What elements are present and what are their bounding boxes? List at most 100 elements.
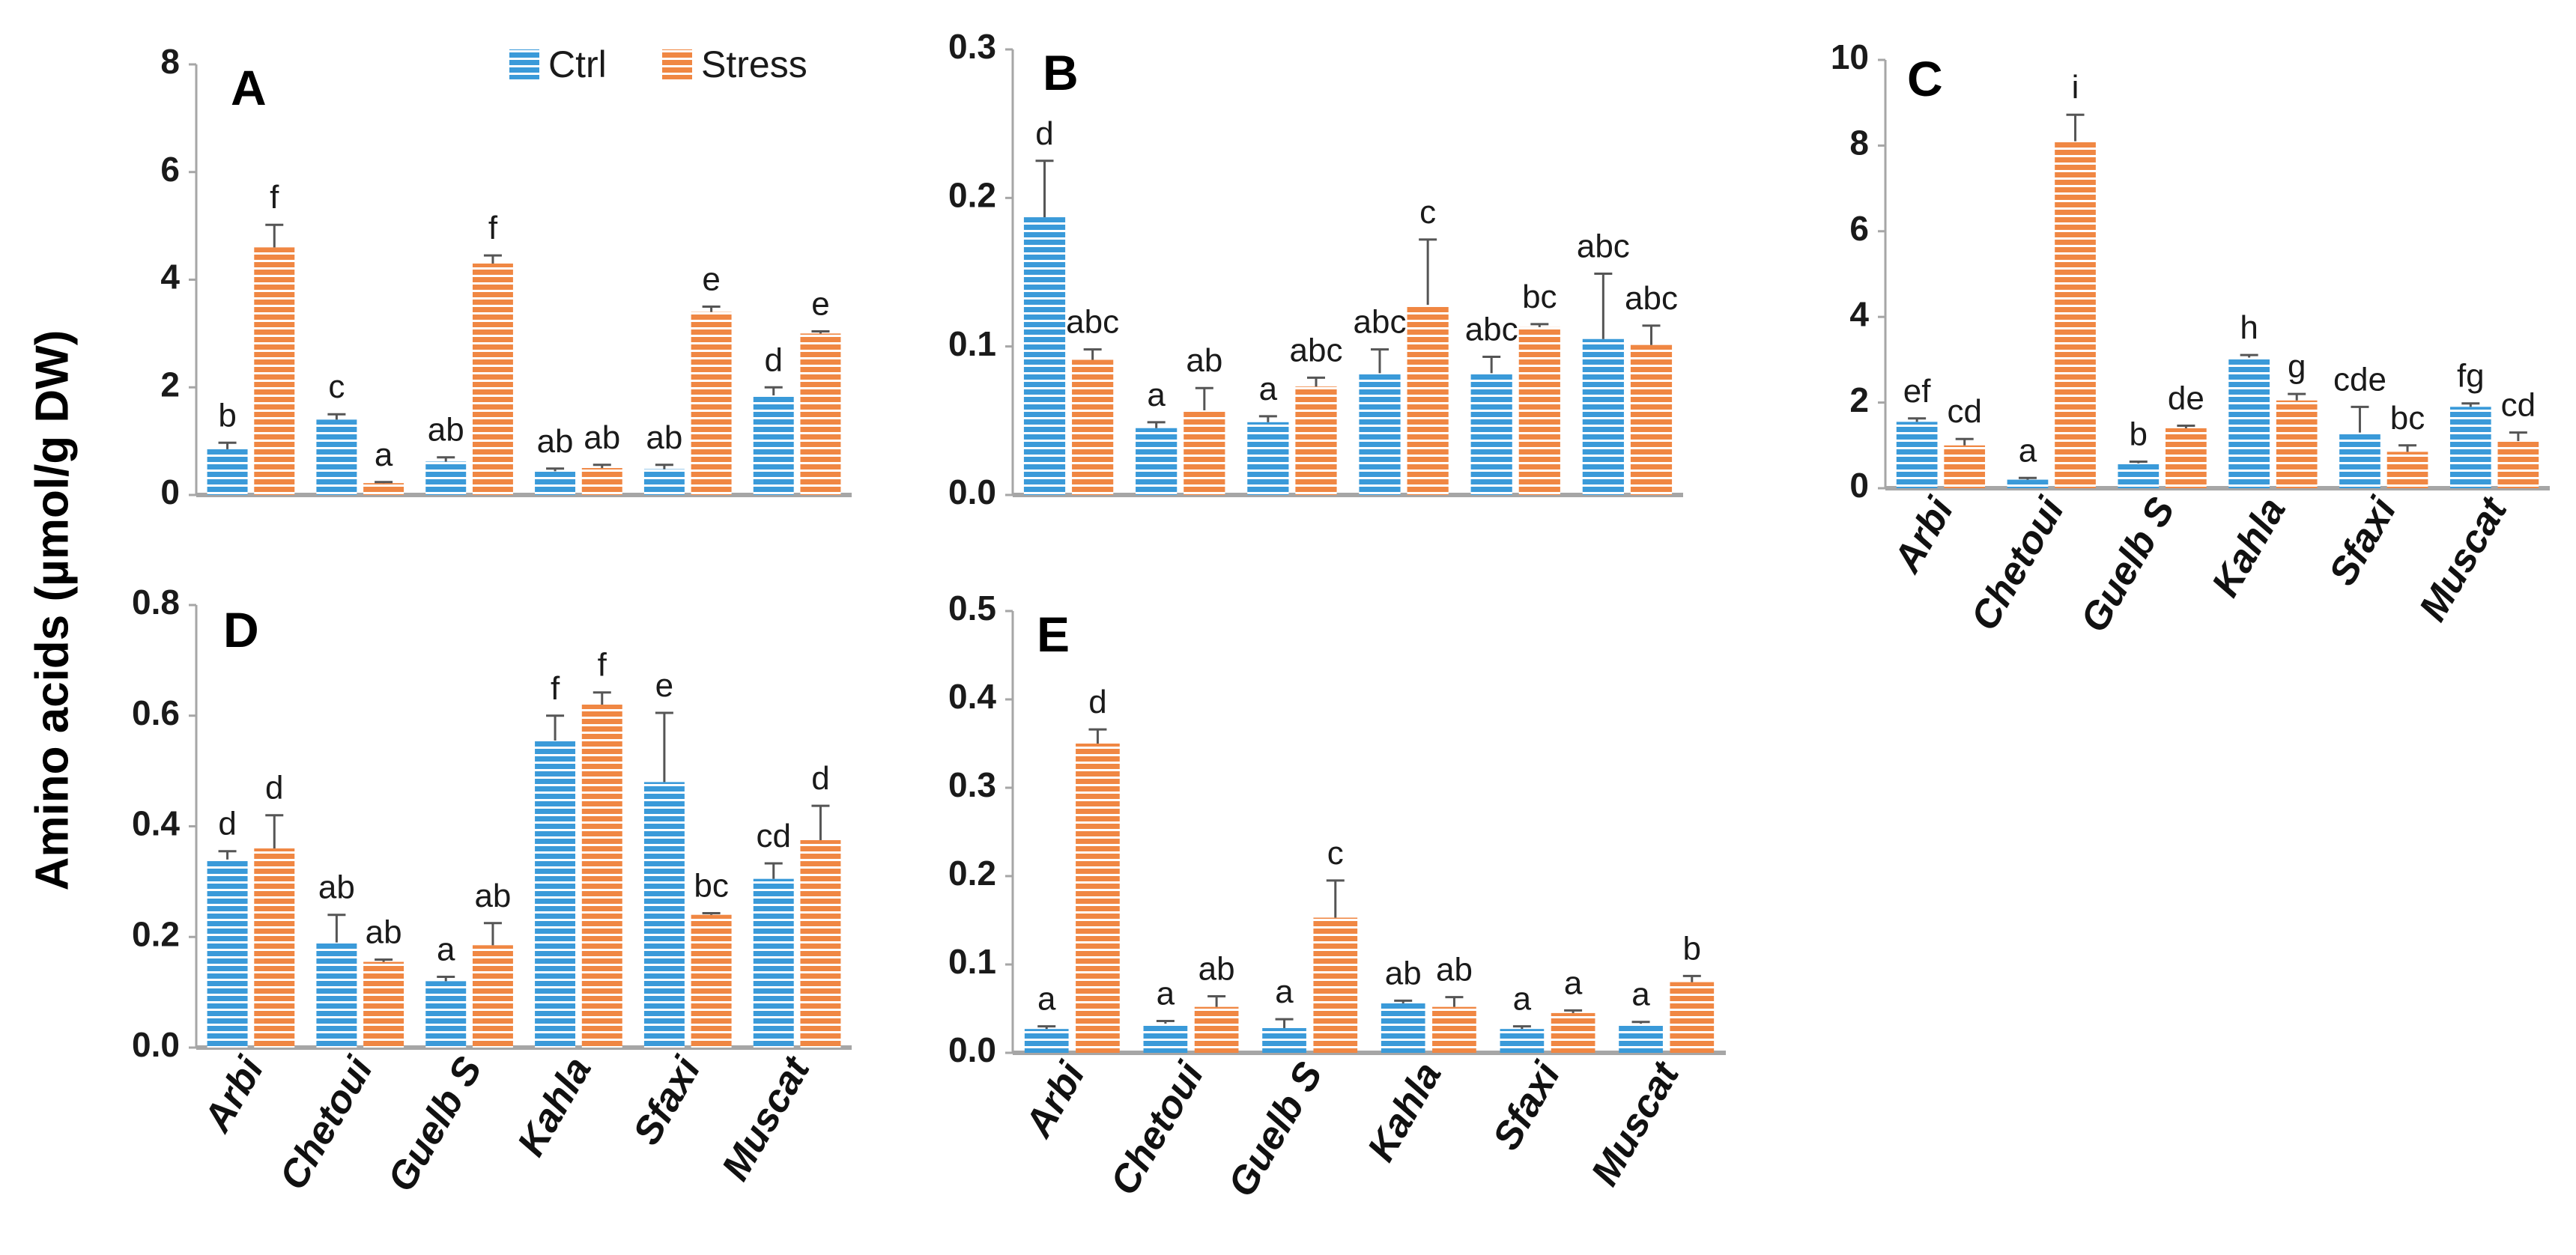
y-axis-label: Amino acids (µmol/g DW) bbox=[26, 330, 78, 891]
y-tick-label-d: 0.8 bbox=[132, 583, 180, 622]
significance-letter-e-stress: ab bbox=[1436, 952, 1473, 988]
bar-a-ctrl bbox=[535, 471, 576, 495]
bar-b-stress bbox=[1295, 386, 1337, 495]
significance-letter-c-stress: cd bbox=[1947, 393, 1981, 430]
bar-a-ctrl bbox=[753, 395, 794, 495]
category-label-d: Chetoui bbox=[271, 1049, 382, 1197]
bar-e-stress bbox=[1076, 744, 1120, 1053]
bar-d-ctrl bbox=[316, 942, 357, 1048]
significance-letter-a-stress: f bbox=[270, 179, 279, 216]
bar-e-stress bbox=[1551, 1012, 1595, 1053]
bar-e-stress bbox=[1313, 917, 1358, 1053]
y-tick-label-b: 0.0 bbox=[948, 472, 996, 511]
y-tick-label-c: 10 bbox=[1831, 37, 1869, 76]
significance-letter-b-stress: abc bbox=[1625, 280, 1678, 317]
category-label-c: Guelb S bbox=[2073, 490, 2184, 639]
category-label-c: Chetoui bbox=[1963, 490, 2073, 638]
significance-letter-d-ctrl: d bbox=[218, 806, 236, 842]
y-tick-label-e: 0.5 bbox=[948, 589, 996, 628]
category-label-e: Chetoui bbox=[1102, 1054, 1213, 1203]
significance-letter-e-stress: d bbox=[1088, 684, 1106, 720]
y-tick-label-d: 0.4 bbox=[132, 804, 180, 843]
legend-label-stress: Stress bbox=[701, 43, 807, 85]
significance-letter-a-ctrl: ab bbox=[537, 423, 574, 460]
bar-a-ctrl bbox=[316, 419, 357, 495]
significance-letter-d-ctrl: a bbox=[437, 931, 455, 967]
significance-letter-c-ctrl: fg bbox=[2457, 358, 2485, 395]
bar-b-ctrl bbox=[1359, 373, 1401, 495]
legend: Ctrl Stress bbox=[509, 43, 807, 85]
significance-letter-a-stress: e bbox=[702, 261, 720, 297]
y-tick-label-e: 0.4 bbox=[948, 677, 996, 716]
legend-swatch-stress bbox=[662, 49, 692, 79]
bar-a-ctrl bbox=[207, 449, 248, 495]
bar-a-stress bbox=[800, 333, 841, 495]
y-tick-label-e: 0.1 bbox=[948, 942, 996, 981]
bar-b-ctrl bbox=[1470, 373, 1512, 495]
bar-e-ctrl bbox=[1619, 1024, 1663, 1053]
bar-c-ctrl bbox=[2449, 407, 2491, 488]
bar-a-stress bbox=[254, 247, 295, 495]
significance-letter-b-ctrl: d bbox=[1035, 115, 1053, 152]
significance-letter-a-ctrl: d bbox=[764, 341, 782, 378]
y-tick-label-a: 0 bbox=[160, 472, 180, 511]
category-label-d: Kahla bbox=[509, 1050, 600, 1164]
y-tick-label-a: 4 bbox=[160, 258, 180, 297]
bar-a-ctrl bbox=[643, 469, 685, 495]
y-tick-label-c: 0 bbox=[1849, 466, 1869, 505]
bar-d-ctrl bbox=[753, 878, 794, 1048]
significance-letter-e-ctrl: a bbox=[1157, 976, 1175, 1012]
y-tick-label-e: 0.3 bbox=[948, 765, 996, 804]
category-label-e: Kahla bbox=[1360, 1055, 1450, 1169]
panel-label-e: E bbox=[1037, 607, 1070, 662]
significance-letter-c-stress: de bbox=[2168, 380, 2204, 416]
significance-letter-d-stress: bc bbox=[694, 867, 728, 904]
significance-letter-b-stress: ab bbox=[1186, 342, 1222, 379]
bar-b-ctrl bbox=[1247, 422, 1289, 495]
bar-e-ctrl bbox=[1262, 1027, 1306, 1053]
bar-a-stress bbox=[581, 468, 622, 495]
significance-letter-e-stress: ab bbox=[1198, 950, 1235, 987]
legend-label-ctrl: Ctrl bbox=[548, 43, 607, 85]
y-tick-label-a: 8 bbox=[160, 42, 180, 81]
significance-letter-a-ctrl: ab bbox=[646, 419, 682, 456]
bar-d-stress bbox=[363, 961, 404, 1048]
category-label-d: Arbi bbox=[195, 1049, 273, 1140]
y-tick-label-c: 6 bbox=[1849, 209, 1869, 248]
category-label-c: Kahla bbox=[2204, 490, 2294, 604]
panel-label-b: B bbox=[1043, 45, 1079, 100]
significance-letter-e-stress: c bbox=[1327, 835, 1344, 872]
significance-letter-d-stress: d bbox=[265, 770, 283, 806]
significance-letter-b-stress: abc bbox=[1066, 304, 1119, 341]
y-tick-label-e: 0.0 bbox=[948, 1030, 996, 1069]
category-label-c: Sfaxi bbox=[2321, 490, 2405, 593]
y-tick-label-c: 2 bbox=[1849, 380, 1869, 419]
significance-letter-a-stress: f bbox=[488, 210, 498, 246]
significance-letter-d-stress: f bbox=[598, 647, 607, 684]
significance-letter-a-stress: e bbox=[811, 286, 829, 323]
significance-letter-c-stress: i bbox=[2072, 69, 2079, 106]
bar-c-stress bbox=[2166, 428, 2207, 488]
bar-d-stress bbox=[691, 914, 732, 1048]
category-label-e: Arbi bbox=[1016, 1054, 1094, 1146]
significance-letter-d-stress: d bbox=[811, 760, 829, 797]
y-tick-label-a: 6 bbox=[160, 150, 180, 189]
y-tick-label-c: 8 bbox=[1849, 124, 1869, 162]
bar-b-stress bbox=[1072, 359, 1114, 495]
category-label-c: Muscat bbox=[2411, 489, 2517, 628]
bar-e-ctrl bbox=[1143, 1024, 1188, 1053]
bar-c-stress bbox=[2276, 400, 2318, 488]
significance-letter-c-ctrl: ef bbox=[1903, 373, 1931, 410]
bar-a-ctrl bbox=[425, 461, 467, 495]
significance-letter-b-stress: c bbox=[1419, 194, 1436, 231]
bar-c-ctrl bbox=[2228, 357, 2270, 488]
significance-letter-b-ctrl: abc bbox=[1577, 228, 1630, 264]
bar-b-stress bbox=[1184, 410, 1225, 495]
category-label-e: Guelb S bbox=[1220, 1055, 1332, 1204]
significance-letter-a-ctrl: c bbox=[328, 368, 345, 405]
bar-e-ctrl bbox=[1500, 1029, 1545, 1053]
bar-e-ctrl bbox=[1024, 1029, 1069, 1053]
